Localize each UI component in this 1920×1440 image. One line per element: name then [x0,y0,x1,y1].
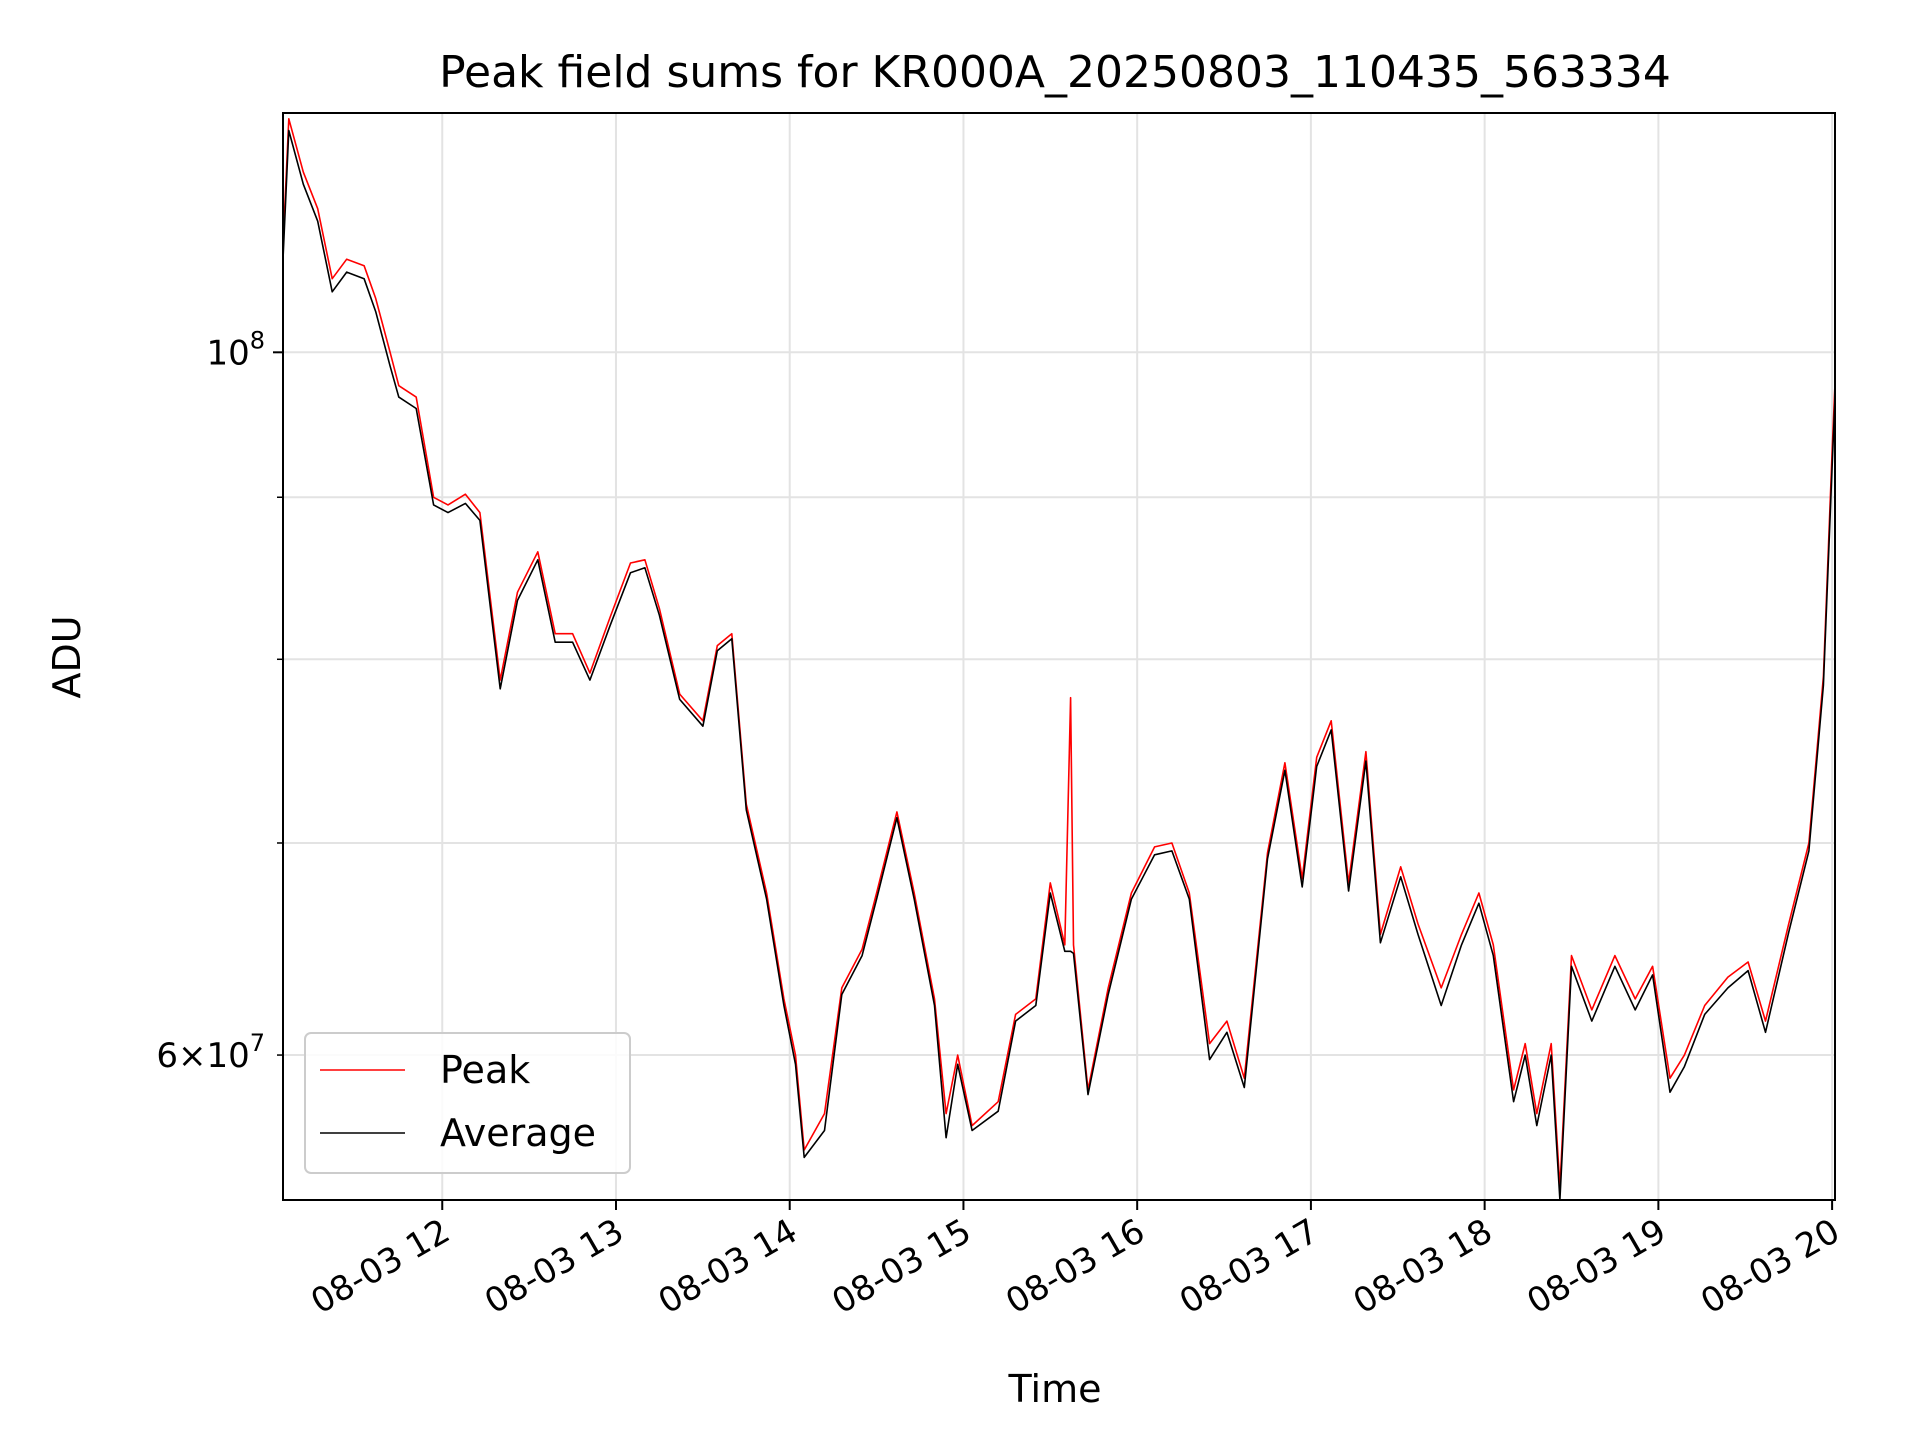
y-tick-label: 108 [206,326,265,373]
legend: Peak Average [304,1032,631,1174]
chart-title: Peak field sums for KR000A_20250803_1104… [439,47,1671,98]
legend-box [304,1032,631,1174]
series-line-peak [283,118,1835,1189]
series-line-average [283,129,1835,1200]
series-layer [283,118,1835,1200]
y-tick-label: 6×107 [156,1029,265,1076]
legend-label-peak: Peak [440,1048,530,1092]
grid [283,113,1835,1200]
x-axis-label: Time [1008,1367,1102,1411]
plot-frame [282,112,1836,1201]
legend-label-average: Average [440,1111,596,1155]
y-axis-label: ADU [45,615,89,698]
